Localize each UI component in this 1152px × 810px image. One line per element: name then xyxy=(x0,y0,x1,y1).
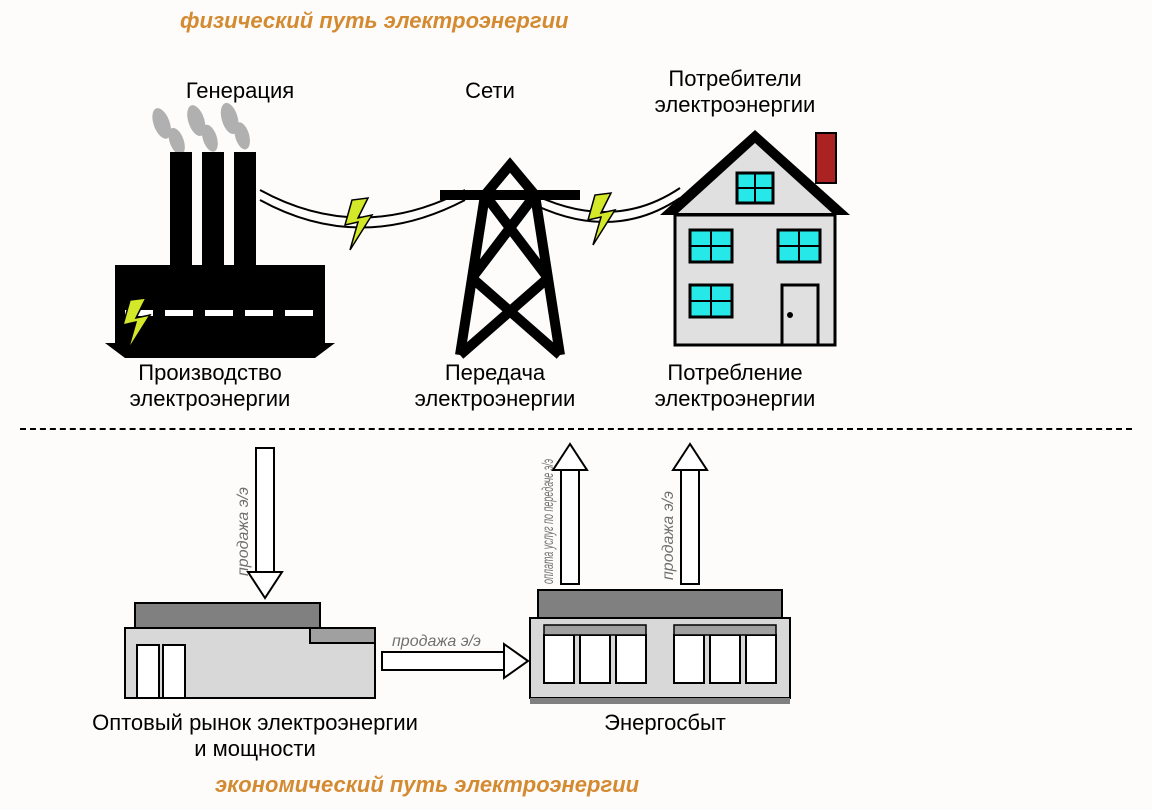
flow-arrows: продажа э/э продажа э/э оплата услуг по … xyxy=(0,0,900,810)
right-arrow-label: продажа э/э xyxy=(392,633,481,650)
up1-arrow-label: оплата услуг по передаче э/э xyxy=(540,459,557,584)
market-label1: Оптовый рынок электроэнергии xyxy=(75,710,435,736)
sales-label: Энергосбыт xyxy=(555,710,775,736)
down-arrow-label: продажа э/э xyxy=(235,487,252,576)
up2-arrow-label: продажа э/э xyxy=(660,491,677,580)
bottom-title: экономический путь электроэнергии xyxy=(215,772,639,798)
market-label2: и мощности xyxy=(75,736,435,762)
